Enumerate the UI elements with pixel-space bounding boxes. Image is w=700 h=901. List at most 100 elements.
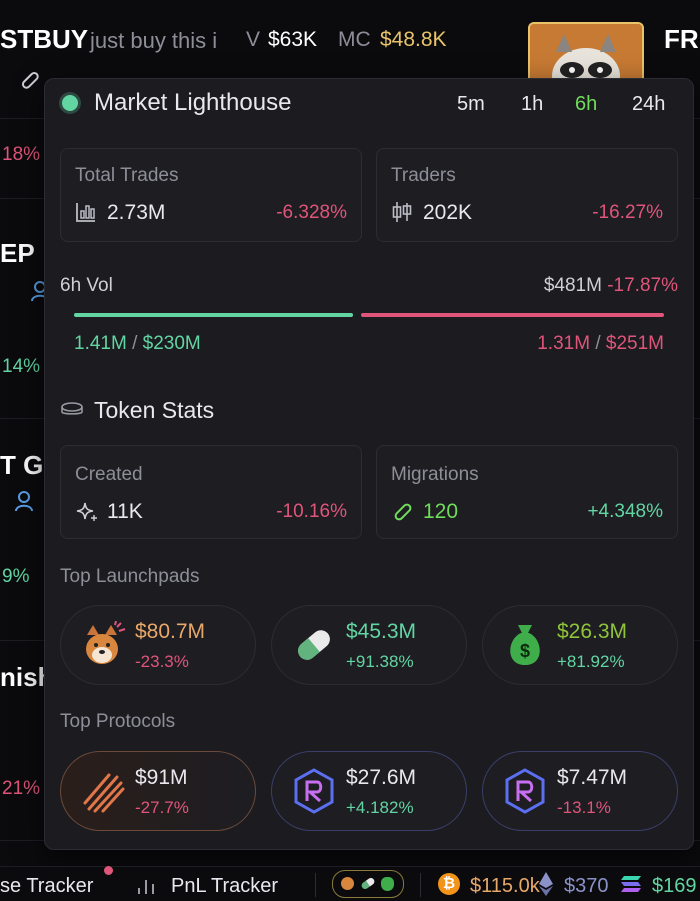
protocol-card-1[interactable]: $91M -27.7% — [60, 751, 256, 831]
launchpad-change: -23.3% — [135, 652, 189, 671]
launchpad-change: +91.38% — [346, 652, 414, 671]
volume-total-change: -17.87% — [607, 275, 678, 296]
total-trades-value: 2.73M — [107, 201, 166, 224]
created-change: -10.16% — [276, 501, 347, 522]
candlestick-icon — [392, 202, 412, 222]
status-dot-icon — [62, 95, 78, 111]
protocol-amount: $91M — [135, 766, 188, 789]
row-percent: 21% — [2, 778, 41, 799]
btc-price[interactable]: $115.0k — [470, 875, 540, 897]
buy-volume: 1.41M / $230M — [74, 333, 201, 354]
total-trades-change: -6.328% — [276, 202, 347, 223]
traders-change: -16.27% — [592, 202, 663, 223]
traders-card: Traders 202K -16.27% — [376, 148, 678, 242]
vol-value: $63K — [268, 28, 318, 51]
sol-price[interactable]: $169 — [652, 875, 697, 897]
protocol-card-3[interactable]: $7.47M -13.1% — [482, 751, 678, 831]
eth-price[interactable]: $370 — [564, 875, 609, 897]
raydium-icon — [294, 768, 334, 814]
solana-icon — [621, 876, 641, 892]
launchpad-change: +81.92% — [557, 652, 625, 671]
volume-label: 6h Vol — [60, 275, 113, 296]
top-launchpads-title: Top Launchpads — [60, 566, 200, 587]
volume-total-value: $481M — [543, 275, 602, 296]
traders-value: 202K — [423, 201, 473, 224]
launchpad-card-2[interactable]: $45.3M +91.38% — [271, 605, 467, 685]
timeframe-6h[interactable]: 6h — [575, 93, 598, 115]
link-icon — [394, 503, 412, 521]
mc-value: $48.8K — [380, 28, 447, 51]
protocol-change: +4.182% — [346, 798, 414, 817]
protocol-amount: $7.47M — [557, 766, 628, 789]
link-icon[interactable] — [18, 68, 42, 92]
created-card: Created 11K -10.16% — [60, 445, 362, 539]
sell-value: $251M — [605, 333, 664, 354]
migrations-label: Migrations — [391, 464, 479, 485]
shiba-dog-icon — [86, 621, 126, 664]
protocol-card-2[interactable]: $27.6M +4.182% — [271, 751, 467, 831]
token-description: just buy this i — [90, 28, 218, 53]
sparkle-icon — [76, 502, 97, 521]
launchpad-card-1[interactable]: $80.7M -23.3% — [60, 605, 256, 685]
footer-bar: se Tracker PnL Tracker ₿ $115.0k $370 $1… — [0, 866, 700, 901]
sell-volume: 1.31M / $251M — [537, 333, 664, 354]
protocol-change: -27.7% — [135, 798, 189, 817]
launchpad-switcher[interactable] — [332, 870, 404, 898]
timeframe-1h[interactable]: 1h — [521, 93, 544, 115]
launchpad-amount: $26.3M — [557, 620, 628, 643]
money-bag-icon: $ — [510, 625, 540, 665]
total-trades-label: Total Trades — [75, 165, 179, 186]
chart-bars-icon — [76, 203, 95, 222]
tracker-link[interactable]: se Tracker — [0, 875, 94, 897]
pill-icon — [360, 876, 376, 891]
money-bag-icon — [381, 877, 394, 891]
row-name[interactable]: EP — [0, 238, 35, 268]
timeframe-24h[interactable]: 24h — [632, 93, 666, 115]
ethereum-icon — [539, 872, 553, 896]
pump-stripes-icon — [83, 773, 125, 813]
svg-text:$: $ — [520, 641, 530, 661]
volume-total: $481M -17.87% — [544, 275, 678, 297]
created-label: Created — [75, 464, 143, 485]
raydium-icon — [505, 768, 545, 814]
user-icon — [15, 491, 33, 512]
protocol-amount: $27.6M — [346, 766, 417, 789]
sell-volume-bar — [361, 313, 664, 317]
launchpad-card-3[interactable]: $ $26.3M +81.92% — [482, 605, 678, 685]
launchpad-amount: $45.3M — [346, 620, 417, 643]
right-token-name[interactable]: FR — [664, 24, 699, 54]
divider — [420, 873, 421, 897]
token-name[interactable]: STBUY — [0, 24, 89, 54]
token-stats-title: Token Stats — [94, 397, 215, 423]
vol-label: V — [246, 28, 261, 51]
coins-icon — [61, 402, 83, 415]
row-percent: 9% — [2, 566, 30, 587]
volume-ratio-bar — [74, 313, 664, 317]
bar-chart-icon — [138, 880, 154, 894]
divider — [315, 873, 316, 897]
market-lighthouse-popup: Market Lighthouse 5m 1h 6h 24h Total Tra… — [44, 78, 694, 850]
migrations-card: Migrations 120 +4.348% — [376, 445, 678, 539]
total-trades-card: Total Trades 2.73M -6.328% — [60, 148, 362, 242]
shiba-dog-icon — [341, 877, 354, 890]
protocol-change: -13.1% — [557, 798, 611, 817]
notification-dot-icon — [104, 866, 113, 875]
migrations-change: +4.348% — [587, 501, 663, 522]
buy-count: 1.41M — [74, 333, 127, 354]
created-value: 11K — [107, 500, 143, 523]
bitcoin-icon: ₿ — [438, 873, 460, 895]
top-protocols-title: Top Protocols — [60, 711, 176, 732]
buy-volume-bar — [74, 313, 353, 317]
sell-count: 1.31M — [537, 333, 591, 354]
row-percent: 14% — [2, 356, 41, 377]
row-percent: 18% — [2, 144, 41, 165]
pill-icon — [298, 630, 330, 660]
migrations-value: 120 — [423, 500, 459, 523]
timeframe-5m[interactable]: 5m — [457, 93, 485, 115]
launchpad-amount: $80.7M — [135, 620, 206, 643]
mc-label: MC — [338, 28, 371, 51]
buy-value: $230M — [142, 333, 201, 354]
traders-label: Traders — [391, 165, 456, 186]
popup-title: Market Lighthouse — [94, 89, 292, 116]
pnl-tracker-link[interactable]: PnL Tracker — [171, 875, 279, 897]
